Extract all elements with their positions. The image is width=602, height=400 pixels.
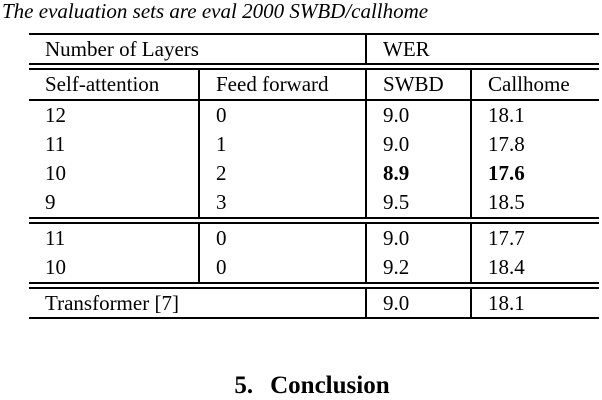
cell-callhome: 17.7 xyxy=(488,226,525,250)
results-table: Number of Layers WER Self-attention Feed… xyxy=(29,33,600,319)
header-number-of-layers: Number of Layers xyxy=(29,33,368,70)
table-row: 9 3 9.5 18.5 xyxy=(29,188,600,224)
cell-swbd: 9.0 xyxy=(366,130,473,159)
header-feed-forward: Feed forward xyxy=(199,66,368,101)
cell-feed-forward: 1 xyxy=(199,130,368,159)
cell-swbd: 9.2 xyxy=(366,253,473,289)
section-number: 5. xyxy=(234,372,254,399)
cell-feed-forward: 2 xyxy=(199,159,368,188)
cell-transformer-swbd: 9.0 xyxy=(366,285,473,319)
table-row: 11 0 9.0 17.7 xyxy=(29,220,599,253)
section-heading: 5. Conclusion xyxy=(22,371,602,400)
header-wer: WER xyxy=(366,33,600,70)
cell-feed-forward: 3 xyxy=(199,188,368,224)
cell-feed-forward: 0 xyxy=(199,220,368,253)
header-callhome: Callhome xyxy=(471,66,600,101)
section-title: Conclusion xyxy=(270,372,390,399)
cell-feed-forward: 0 xyxy=(199,100,368,130)
cell-transformer-label: Transformer [7] xyxy=(29,285,368,319)
cell-callhome: 17.8 xyxy=(488,132,525,156)
table-row: 12 0 9.0 18.1 xyxy=(29,100,599,130)
cell-swbd-best: 8.9 xyxy=(366,159,473,188)
cell-swbd: 9.0 xyxy=(366,220,473,253)
table-row: 11 1 9.0 17.8 xyxy=(29,130,599,159)
table-row-best: 10 2 8.9 17.6 xyxy=(29,159,599,188)
header-self-attention: Self-attention xyxy=(29,66,200,101)
cell-callhome: 18.1 xyxy=(488,103,525,127)
table-footer-row: Transformer [7] 9.0 18.1 xyxy=(29,285,600,319)
cell-self-attention: 11 xyxy=(29,130,200,159)
header-swbd: SWBD xyxy=(366,66,473,101)
cell-self-attention: 9 xyxy=(29,188,200,224)
cell-self-attention: 10 xyxy=(29,159,200,188)
table-row: 10 0 9.2 18.4 xyxy=(29,253,600,289)
cell-transformer-callhome: 18.1 xyxy=(471,285,600,319)
cell-self-attention: 10 xyxy=(29,253,200,289)
table-caption: The evaluation sets are eval 2000 SWBD/c… xyxy=(2,0,429,23)
cell-swbd: 9.5 xyxy=(366,188,473,224)
cell-feed-forward: 0 xyxy=(199,253,368,289)
cell-callhome: 18.5 xyxy=(471,188,600,224)
cell-self-attention: 11 xyxy=(29,220,200,253)
cell-self-attention: 12 xyxy=(29,100,200,130)
table-header-row-1: Number of Layers WER xyxy=(29,33,600,70)
table-header-row-2: Self-attention Feed forward SWBD Callhom… xyxy=(29,66,600,101)
cell-callhome: 18.4 xyxy=(471,253,600,289)
cell-swbd: 9.0 xyxy=(366,100,473,130)
cell-callhome-best: 17.6 xyxy=(488,161,525,185)
